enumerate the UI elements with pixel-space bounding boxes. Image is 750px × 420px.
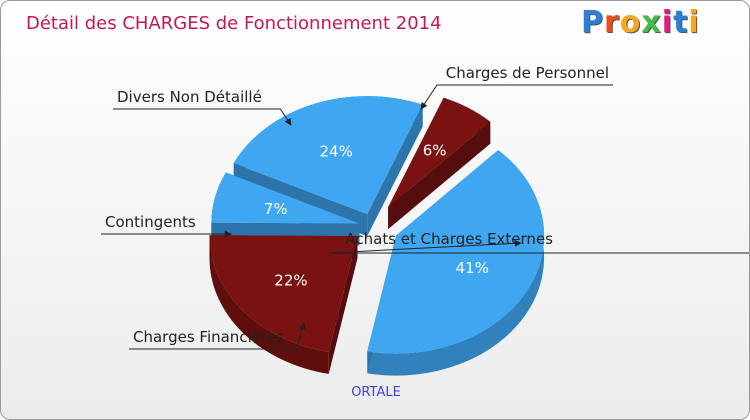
percent-label: 7% (264, 200, 288, 218)
leader-line (129, 322, 306, 350)
chart-title: Détail des CHARGES de Fonctionnement 201… (26, 13, 442, 34)
slice-divers-non-d-taill- (233, 96, 423, 215)
slice-label: Divers Non Détaillé (117, 88, 262, 106)
logo-letter: t (673, 5, 689, 40)
pie-leader-lines (101, 84, 749, 350)
proxiti-logo: Proxiti (581, 5, 700, 40)
pie-percent-labels: 6% 41% 22% 7% 24% (264, 142, 489, 290)
percent-label: 22% (274, 271, 307, 289)
slice-wall (367, 104, 423, 237)
percent-label: 41% (456, 259, 489, 277)
slice-wall (388, 121, 491, 230)
slice-label: Charges Financières (133, 328, 284, 346)
slice-side (209, 235, 329, 374)
logo-letter: r (604, 5, 620, 40)
leader-line (329, 239, 749, 254)
leader-line (113, 108, 292, 126)
logo-letter: i (688, 5, 700, 40)
slice-label: Contingents (105, 213, 196, 231)
pie-tops (209, 96, 545, 354)
percent-label: 6% (423, 142, 447, 160)
slice-contingents (211, 172, 360, 224)
slice-label: Achats et Charges Externes (345, 230, 553, 248)
slice-label: Charges de Personnel (446, 64, 609, 82)
slice-achats-et-charges-externes (367, 150, 545, 354)
slice-charges-de-personnel (388, 97, 491, 208)
slice-wall (328, 236, 358, 374)
logo-letter: i (661, 5, 674, 40)
logo-letter: P (581, 5, 604, 40)
slice-charges-financi-res (209, 235, 358, 352)
pie-slice-labels: Charges de Personnel Achats et Charges Ex… (105, 64, 609, 346)
logo-letter: x (641, 5, 662, 40)
leader-line (420, 84, 613, 110)
percent-label: 24% (320, 142, 353, 160)
logo-letter: o (619, 5, 642, 40)
commune-name: ORTALE (351, 385, 401, 400)
